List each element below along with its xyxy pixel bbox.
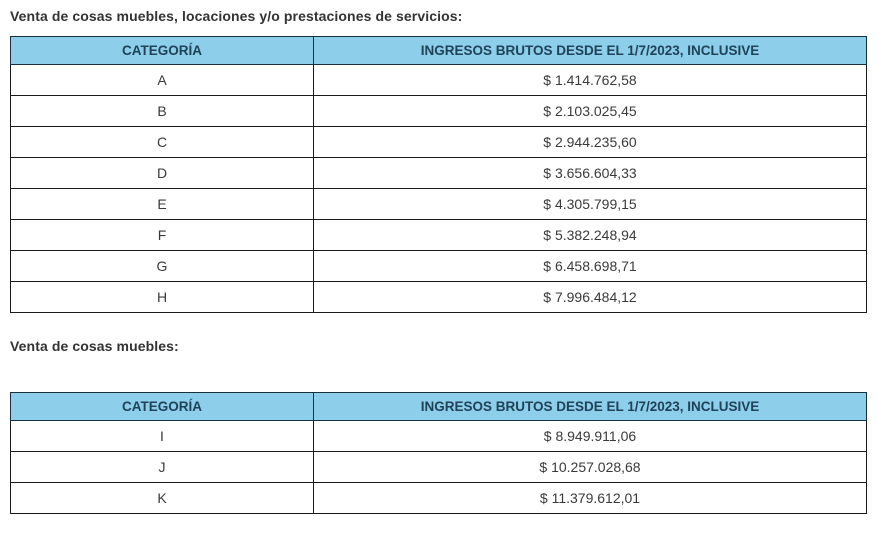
table-row: J $ 10.257.028,68 [10, 451, 867, 483]
table-row: A $ 1.414.762,58 [10, 64, 867, 96]
section-heading-servicios: Venta de cosas muebles, locaciones y/o p… [10, 8, 463, 24]
table-row: E $ 4.305.799,15 [10, 188, 867, 220]
categoria-cell: I [10, 420, 314, 452]
table-row: F $ 5.382.248,94 [10, 219, 867, 251]
column-header-ingresos: INGRESOS BRUTOS DESDE EL 1/7/2023, INCLU… [313, 392, 867, 421]
table-row: D $ 3.656.604,33 [10, 157, 867, 189]
ingresos-cell: $ 4.305.799,15 [313, 188, 867, 220]
column-header-ingresos: INGRESOS BRUTOS DESDE EL 1/7/2023, INCLU… [313, 36, 867, 65]
categoria-cell: G [10, 250, 314, 282]
table-row: G $ 6.458.698,71 [10, 250, 867, 282]
table-row: K $ 11.379.612,01 [10, 482, 867, 514]
ingresos-cell: $ 8.949.911,06 [313, 420, 867, 452]
ingresos-cell: $ 5.382.248,94 [313, 219, 867, 251]
categories-table-servicios: CATEGORÍA INGRESOS BRUTOS DESDE EL 1/7/2… [10, 36, 867, 313]
ingresos-cell: $ 2.103.025,45 [313, 95, 867, 127]
ingresos-cell: $ 6.458.698,71 [313, 250, 867, 282]
column-header-categoria: CATEGORÍA [10, 392, 314, 421]
categoria-cell: A [10, 64, 314, 96]
ingresos-cell: $ 1.414.762,58 [313, 64, 867, 96]
categoria-cell: K [10, 482, 314, 514]
ingresos-cell: $ 2.944.235,60 [313, 126, 867, 158]
categoria-cell: F [10, 219, 314, 251]
table-row: C $ 2.944.235,60 [10, 126, 867, 158]
ingresos-cell: $ 3.656.604,33 [313, 157, 867, 189]
table-header-row: CATEGORÍA INGRESOS BRUTOS DESDE EL 1/7/2… [10, 392, 867, 421]
column-header-categoria: CATEGORÍA [10, 36, 314, 65]
categoria-cell: D [10, 157, 314, 189]
table-header-row: CATEGORÍA INGRESOS BRUTOS DESDE EL 1/7/2… [10, 36, 867, 65]
ingresos-cell: $ 11.379.612,01 [313, 482, 867, 514]
categoria-cell: J [10, 451, 314, 483]
table-row: I $ 8.949.911,06 [10, 420, 867, 452]
ingresos-cell: $ 10.257.028,68 [313, 451, 867, 483]
table-row: H $ 7.996.484,12 [10, 281, 867, 313]
categoria-cell: H [10, 281, 314, 313]
categories-table-muebles: CATEGORÍA INGRESOS BRUTOS DESDE EL 1/7/2… [10, 392, 867, 514]
categoria-cell: B [10, 95, 314, 127]
section-heading-muebles: Venta de cosas muebles: [10, 338, 179, 354]
categoria-cell: C [10, 126, 314, 158]
page-content: Venta de cosas muebles, locaciones y/o p… [10, 8, 867, 514]
categoria-cell: E [10, 188, 314, 220]
table-row: B $ 2.103.025,45 [10, 95, 867, 127]
ingresos-cell: $ 7.996.484,12 [313, 281, 867, 313]
